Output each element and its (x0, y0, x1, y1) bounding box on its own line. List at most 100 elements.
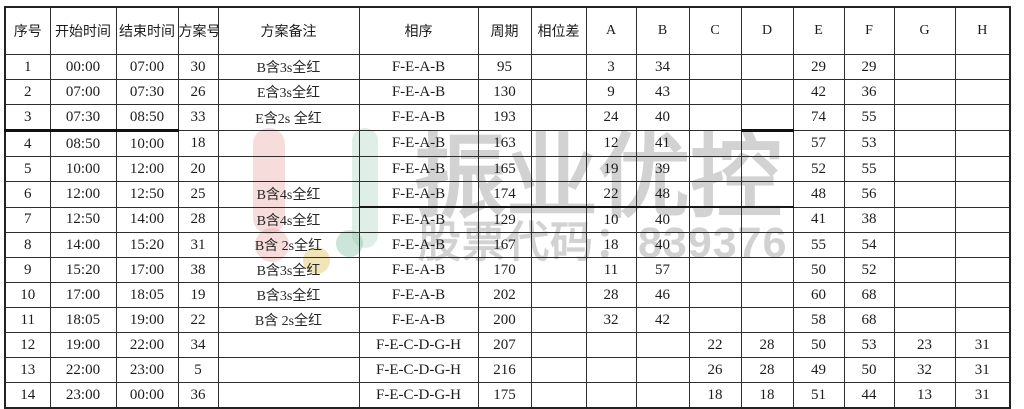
cell-end-time-row4: 10:00 (115, 130, 179, 157)
cell-cycle-row8: 167 (477, 232, 532, 258)
cell-plan-no-row9: 38 (177, 257, 219, 283)
cell-e-row9: 50 (792, 257, 845, 283)
cell-g-row11 (893, 307, 956, 333)
cell-d-row11 (740, 307, 794, 333)
table-row: 14 23:00 00:00 36 F-E-C-D-G-H 175 18 18 51 44 13 31 (4, 382, 1011, 409)
column-header-d: D (740, 6, 794, 55)
cell-g-row3 (893, 104, 956, 131)
column-header-e: E (792, 6, 845, 55)
cell-e-row2: 42 (792, 79, 845, 105)
cell-plan-no-row6: 25 (177, 181, 219, 208)
cell-c-row10 (688, 282, 742, 308)
table-row: 13 22:00 23:00 5 F-E-C-D-G-H 216 26 28 49 50 32 31 (4, 357, 1011, 383)
cell-cycle-row1: 95 (477, 54, 532, 80)
cell-index-row14: 14 (4, 382, 51, 409)
cell-b-row10: 46 (635, 282, 690, 308)
cell-a-row2: 9 (585, 79, 637, 105)
cell-index-row5: 5 (4, 156, 51, 182)
column-header-h: H (954, 6, 1011, 55)
cell-f-row8: 54 (843, 232, 895, 258)
table-row: 4 08:50 10:00 18 F-E-A-B 163 12 41 57 53 (4, 130, 1011, 157)
cell-c-row4 (688, 130, 742, 157)
cell-phase-sequence-row3: F-E-A-B (358, 104, 479, 131)
table-row: 10 17:00 18:05 19 B含3s全红 F-E-A-B 202 28 46 60 68 (4, 282, 1011, 308)
cell-phase-offset-row6 (530, 181, 587, 208)
column-header-start-time: 开始时间 (49, 6, 117, 55)
cell-e-row6: 48 (792, 181, 845, 208)
cell-g-row9 (893, 257, 956, 283)
cell-h-row9 (954, 257, 1011, 283)
cell-c-row12: 22 (688, 332, 742, 358)
cell-c-row5 (688, 156, 742, 182)
table-row: 9 15:20 17:00 38 B含3s全红 F-E-A-B 170 11 57 50 52 (4, 257, 1011, 283)
cell-index-row11: 11 (4, 307, 51, 333)
cell-plan-remark-row10: B含3s全红 (217, 282, 360, 308)
cell-phase-sequence-row8: F-E-A-B (358, 232, 479, 258)
cell-phase-sequence-row13: F-E-C-D-G-H (358, 357, 479, 383)
cell-phase-sequence-row6: F-E-A-B (358, 181, 479, 208)
table-body: 1 00:00 07:00 30 B含3s全红 F-E-A-B 95 3 34 29 29 2 07:0… (4, 54, 1011, 409)
column-header-f: F (843, 6, 895, 55)
cell-index-row1: 1 (4, 54, 51, 80)
cell-h-row4 (954, 130, 1011, 157)
cell-plan-no-row11: 22 (177, 307, 219, 333)
cell-plan-remark-row13 (217, 357, 360, 383)
cell-cycle-row13: 216 (477, 357, 532, 383)
cell-plan-remark-row12 (217, 332, 360, 358)
column-header-phase-sequence: 相序 (358, 6, 479, 55)
column-header-g: G (893, 6, 956, 55)
cell-c-row3 (688, 104, 742, 131)
cell-plan-no-row14: 36 (177, 382, 219, 409)
cell-f-row7: 38 (843, 206, 895, 233)
cell-phase-sequence-row10: F-E-A-B (358, 282, 479, 308)
column-header-c: C (688, 6, 742, 55)
cell-index-row2: 2 (4, 79, 51, 105)
header-row: 序号 开始时间 结束时间 方案号 方案备注 相序 周期 相位差 A B C D E F G H (4, 6, 1011, 55)
cell-f-row14: 44 (843, 382, 895, 409)
cell-c-row11 (688, 307, 742, 333)
cell-a-row8: 18 (585, 232, 637, 258)
signal-timing-table: 序号 开始时间 结束时间 方案号 方案备注 相序 周期 相位差 A B C D E F G H 1 00:00 0… (4, 6, 1011, 409)
cell-cycle-row5: 165 (477, 156, 532, 182)
cell-plan-no-row13: 5 (177, 357, 219, 383)
column-header-phase-offset: 相位差 (530, 6, 587, 55)
cell-plan-no-row8: 31 (177, 232, 219, 258)
cell-phase-offset-row8 (530, 232, 587, 258)
cell-end-time-row7: 14:00 (115, 206, 179, 233)
cell-phase-offset-row13 (530, 357, 587, 383)
cell-a-row10: 28 (585, 282, 637, 308)
cell-end-time-row8: 15:20 (115, 232, 179, 258)
cell-phase-sequence-row2: F-E-A-B (358, 79, 479, 105)
cell-h-row5 (954, 156, 1011, 182)
cell-f-row12: 53 (843, 332, 895, 358)
cell-b-row11: 42 (635, 307, 690, 333)
cell-g-row12: 23 (893, 332, 956, 358)
column-header-b: B (635, 6, 690, 55)
cell-end-time-row11: 19:00 (115, 307, 179, 333)
cell-index-row8: 8 (4, 232, 51, 258)
cell-a-row14 (585, 382, 637, 409)
table-row: 5 10:00 12:00 20 F-E-A-B 165 19 39 52 55 (4, 156, 1011, 182)
cell-index-row13: 13 (4, 357, 51, 383)
cell-d-row9 (740, 257, 794, 283)
cell-plan-remark-row6: B含4s全红 (217, 181, 360, 208)
cell-start-time-row10: 17:00 (49, 282, 117, 308)
cell-f-row11: 68 (843, 307, 895, 333)
cell-g-row2 (893, 79, 956, 105)
cell-end-time-row9: 17:00 (115, 257, 179, 283)
cell-end-time-row5: 12:00 (115, 156, 179, 182)
cell-h-row11 (954, 307, 1011, 333)
cell-b-row12 (635, 332, 690, 358)
cell-cycle-row2: 130 (477, 79, 532, 105)
cell-e-row5: 52 (792, 156, 845, 182)
cell-f-row5: 55 (843, 156, 895, 182)
table-row: 1 00:00 07:00 30 B含3s全红 F-E-A-B 95 3 34 29 29 (4, 54, 1011, 80)
cell-plan-no-row2: 26 (177, 79, 219, 105)
table-row: 7 12:50 14:00 28 B含4s全红 F-E-A-B 129 10 40 41 38 (4, 206, 1011, 233)
cell-f-row9: 52 (843, 257, 895, 283)
cell-h-row2 (954, 79, 1011, 105)
cell-h-row6 (954, 181, 1011, 208)
cell-b-row14 (635, 382, 690, 409)
cell-end-time-row2: 07:30 (115, 79, 179, 105)
cell-e-row13: 49 (792, 357, 845, 383)
